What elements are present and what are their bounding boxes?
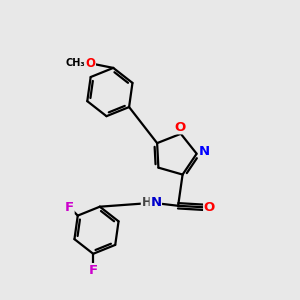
Text: N: N — [150, 196, 161, 209]
Text: O: O — [175, 121, 186, 134]
Text: N: N — [199, 145, 210, 158]
Text: H: H — [141, 196, 151, 209]
Text: F: F — [65, 201, 74, 214]
Text: F: F — [88, 264, 98, 277]
Text: CH₃: CH₃ — [65, 58, 85, 68]
Text: O: O — [204, 201, 215, 214]
Text: O: O — [85, 57, 95, 70]
